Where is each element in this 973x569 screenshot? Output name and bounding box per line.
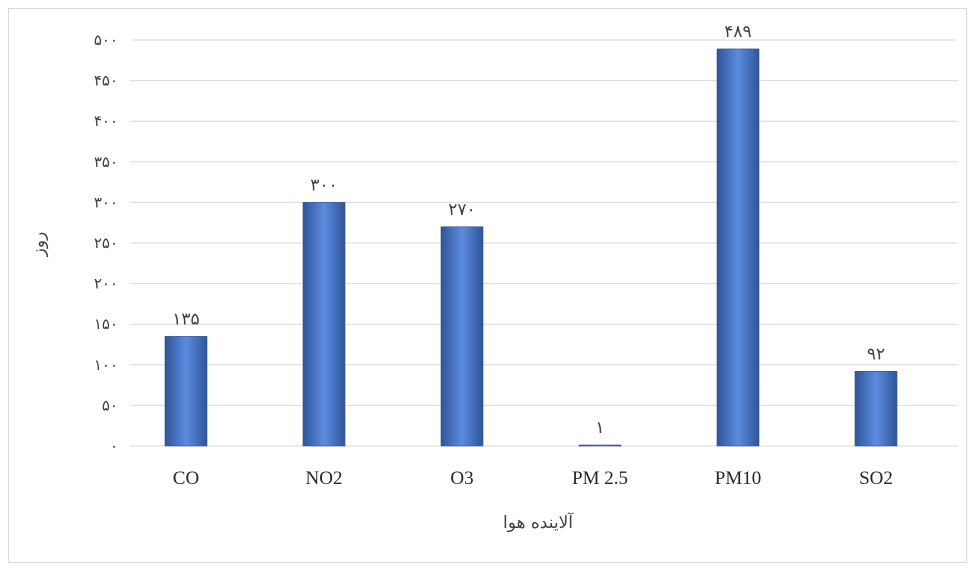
y-tick-label: ۴۵۰ <box>94 72 118 90</box>
bar-so2 <box>854 370 898 447</box>
y-tick-label: ۲۵۰ <box>94 234 118 252</box>
y-tick-label: ۵۰ <box>102 396 118 414</box>
x-axis-title: آلاینده هوا <box>503 511 574 533</box>
y-tick-label: ۲۰۰ <box>94 275 118 293</box>
y-axis-title: روز <box>29 232 49 258</box>
data-label: ۴۸۹ <box>724 22 751 42</box>
data-label: ۲۷۰ <box>448 200 475 220</box>
bar-co <box>164 336 208 447</box>
data-label: ۹۲ <box>867 344 885 364</box>
gridlines <box>130 39 958 447</box>
bar-o3 <box>440 226 484 447</box>
data-label: ۳۰۰ <box>310 175 337 195</box>
bar-no2 <box>302 202 346 447</box>
x-category-label: PM 2.5 <box>572 468 628 489</box>
y-tick-label: ۵۰۰ <box>94 31 118 49</box>
y-tick-label: ۳۰۰ <box>94 193 118 211</box>
data-labels: ۱۳۵ ۳۰۰ ۲۷۰ ۱ ۴۸۹ ۹۲ <box>172 22 885 438</box>
y-tick-label: ۰ <box>110 437 118 455</box>
x-category-label: PM10 <box>715 468 761 489</box>
x-axis-categories: CO NO2 O3 PM 2.5 PM10 SO2 <box>173 468 893 489</box>
chart-frame <box>8 8 967 563</box>
y-axis-ticks: ۰ ۵۰ ۱۰۰ ۱۵۰ ۲۰۰ ۲۵۰ ۳۰۰ ۳۵۰ ۴۰۰ ۴۵۰ ۵۰۰ <box>94 31 118 455</box>
y-tick-label: ۳۵۰ <box>94 153 118 171</box>
y-tick-label: ۱۰۰ <box>94 356 118 374</box>
data-label: ۱ <box>595 418 604 438</box>
y-tick-label: ۴۰۰ <box>94 112 118 130</box>
bar-pm2.5 <box>578 444 622 447</box>
x-category-label: CO <box>173 468 199 489</box>
y-tick-label: ۱۵۰ <box>94 315 118 333</box>
x-category-label: O3 <box>450 468 473 489</box>
x-category-label: NO2 <box>306 468 343 489</box>
x-category-label: SO2 <box>859 468 893 489</box>
bar-pm10 <box>716 48 760 447</box>
data-label: ۱۳۵ <box>172 309 199 329</box>
bars <box>164 48 898 447</box>
